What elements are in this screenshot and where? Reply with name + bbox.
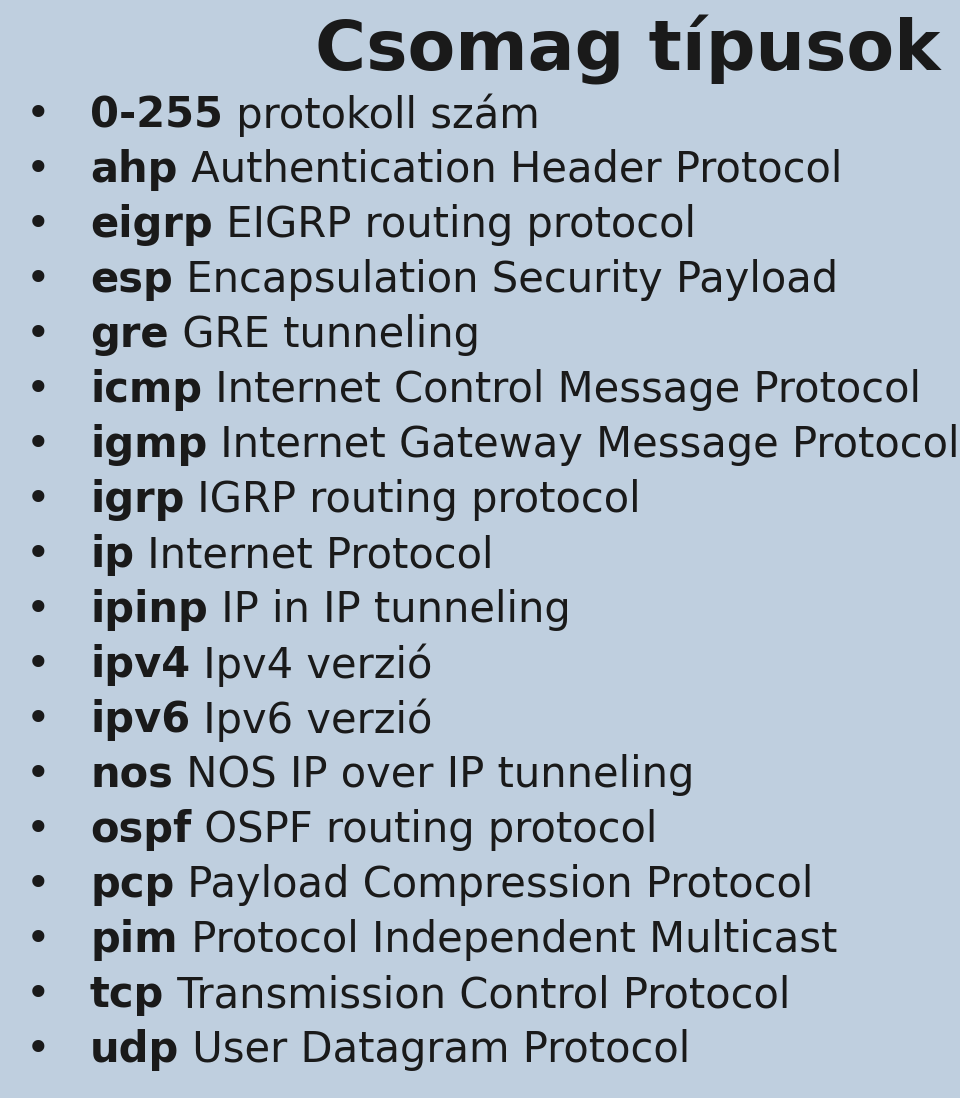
Text: igmp: igmp bbox=[90, 424, 207, 466]
Text: IP in IP tunneling: IP in IP tunneling bbox=[208, 589, 570, 631]
Text: Internet Protocol: Internet Protocol bbox=[134, 534, 493, 576]
Text: •: • bbox=[26, 369, 50, 411]
Text: •: • bbox=[26, 974, 50, 1016]
Text: ipv6: ipv6 bbox=[90, 699, 190, 741]
Text: igrp: igrp bbox=[90, 479, 184, 520]
Text: Payload Compression Protocol: Payload Compression Protocol bbox=[175, 864, 814, 906]
Text: ipinp: ipinp bbox=[90, 589, 208, 631]
Text: •: • bbox=[26, 809, 50, 851]
Text: •: • bbox=[26, 754, 50, 796]
Text: OSPF routing protocol: OSPF routing protocol bbox=[191, 809, 658, 851]
Text: Ipv4 verzió: Ipv4 verzió bbox=[190, 643, 433, 686]
Text: ospf: ospf bbox=[90, 809, 191, 851]
Text: ip: ip bbox=[90, 534, 134, 576]
Text: tcp: tcp bbox=[90, 974, 164, 1016]
Text: gre: gre bbox=[90, 314, 169, 356]
Text: eigrp: eigrp bbox=[90, 204, 213, 246]
Text: pcp: pcp bbox=[90, 864, 175, 906]
Text: •: • bbox=[26, 589, 50, 631]
Text: Internet Control Message Protocol: Internet Control Message Protocol bbox=[203, 369, 922, 411]
Text: •: • bbox=[26, 204, 50, 246]
Text: User Datagram Protocol: User Datagram Protocol bbox=[180, 1029, 690, 1071]
Text: protokoll szám: protokoll szám bbox=[223, 93, 540, 137]
Text: NOS IP over IP tunneling: NOS IP over IP tunneling bbox=[173, 754, 694, 796]
Text: •: • bbox=[26, 534, 50, 576]
Text: •: • bbox=[26, 919, 50, 961]
Text: •: • bbox=[26, 259, 50, 301]
Text: ipv4: ipv4 bbox=[90, 645, 190, 686]
Text: •: • bbox=[26, 314, 50, 356]
Text: •: • bbox=[26, 864, 50, 906]
Text: •: • bbox=[26, 94, 50, 136]
Text: •: • bbox=[26, 1029, 50, 1071]
Text: nos: nos bbox=[90, 754, 173, 796]
Text: •: • bbox=[26, 424, 50, 466]
Text: 0-255: 0-255 bbox=[90, 94, 223, 136]
Text: udp: udp bbox=[90, 1029, 180, 1071]
Text: Internet Gateway Message Protocol: Internet Gateway Message Protocol bbox=[207, 424, 960, 466]
Text: EIGRP routing protocol: EIGRP routing protocol bbox=[213, 204, 696, 246]
Text: GRE tunneling: GRE tunneling bbox=[169, 314, 480, 356]
Text: •: • bbox=[26, 479, 50, 520]
Text: Authentication Header Protocol: Authentication Header Protocol bbox=[178, 149, 842, 191]
Text: •: • bbox=[26, 149, 50, 191]
Text: esp: esp bbox=[90, 259, 173, 301]
Text: pim: pim bbox=[90, 919, 178, 961]
Text: ahp: ahp bbox=[90, 149, 178, 191]
Text: icmp: icmp bbox=[90, 369, 203, 411]
Text: Csomag típusok: Csomag típusok bbox=[316, 15, 941, 85]
Text: •: • bbox=[26, 699, 50, 741]
Text: •: • bbox=[26, 645, 50, 686]
Text: Ipv6 verzió: Ipv6 verzió bbox=[190, 698, 433, 742]
Text: Protocol Independent Multicast: Protocol Independent Multicast bbox=[178, 919, 837, 961]
Text: IGRP routing protocol: IGRP routing protocol bbox=[184, 479, 641, 520]
Text: Transmission Control Protocol: Transmission Control Protocol bbox=[164, 974, 791, 1016]
Text: Encapsulation Security Payload: Encapsulation Security Payload bbox=[173, 259, 838, 301]
